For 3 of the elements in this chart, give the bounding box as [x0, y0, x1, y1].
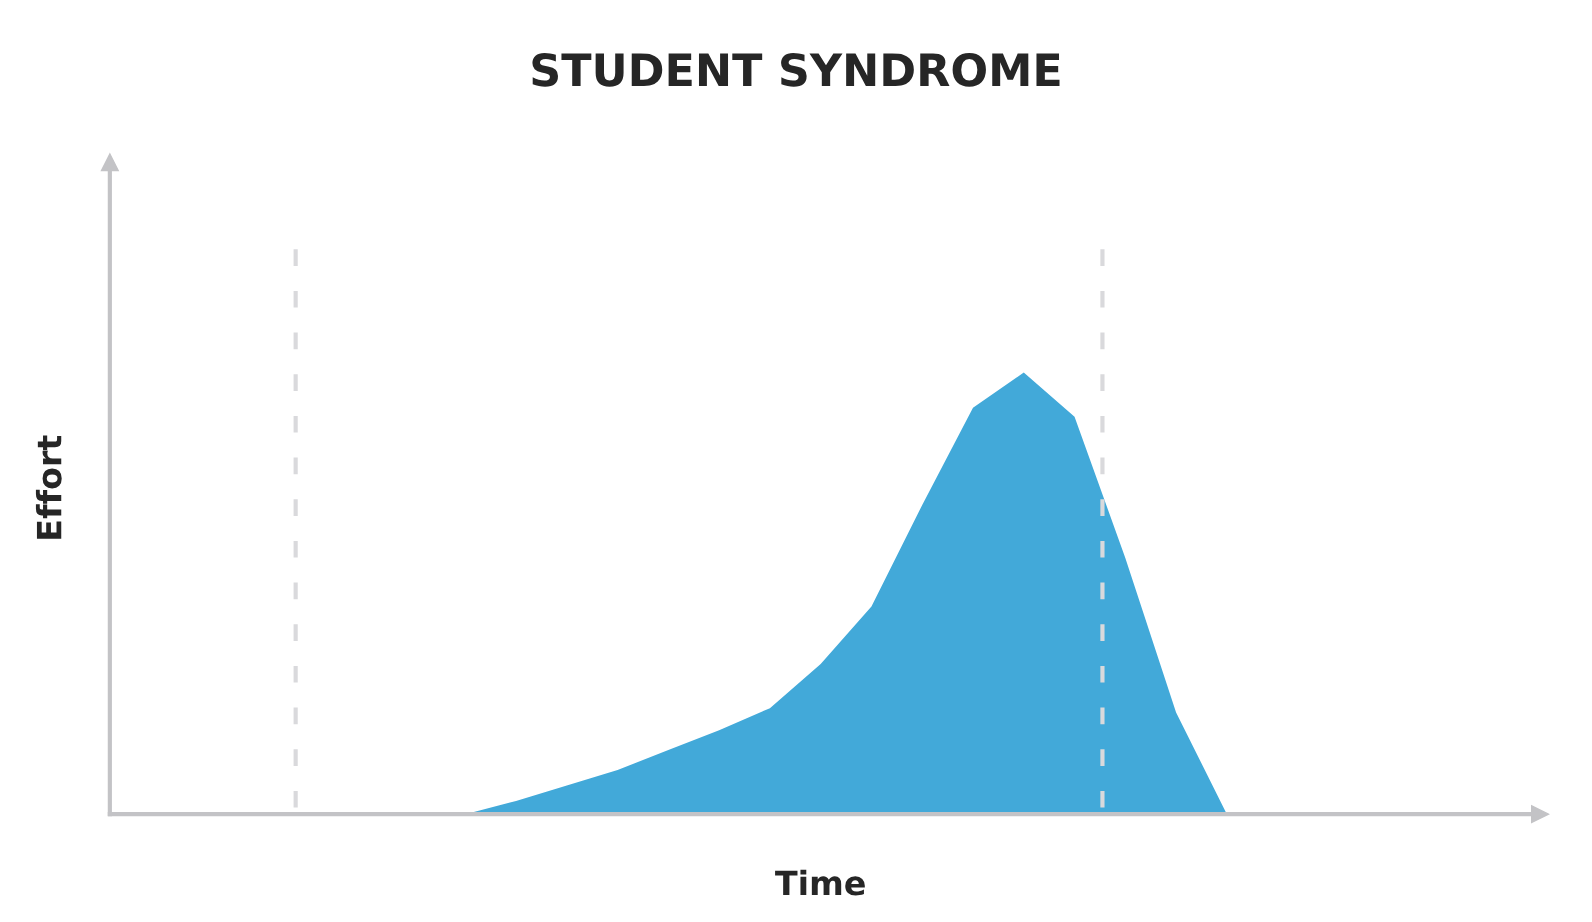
- chart-title: STUDENT SYNDROME: [532, 53, 1060, 87]
- x-axis-title: Time: [775, 869, 865, 896]
- y-axis-title: Effort: [35, 435, 62, 539]
